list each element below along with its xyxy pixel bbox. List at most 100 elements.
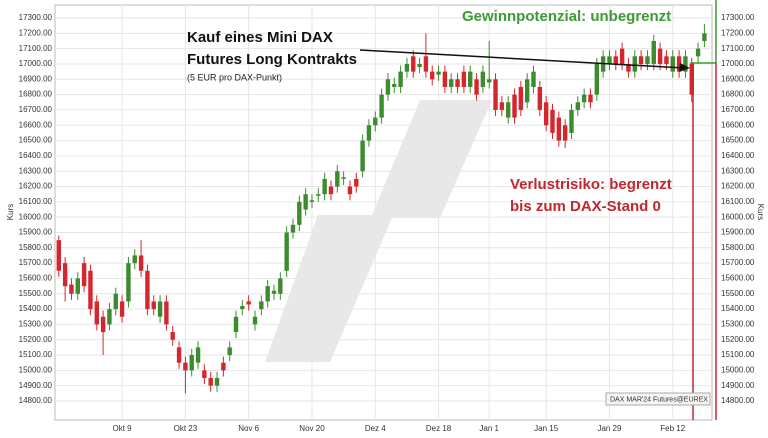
candle-body (240, 306, 245, 310)
candle-body (366, 125, 372, 141)
candle-body (328, 186, 334, 195)
candle-body (189, 355, 194, 371)
y-tick-label: 14800.00 (19, 396, 53, 405)
candle-body (170, 332, 175, 340)
candle-body (531, 71, 536, 87)
candle-body (221, 362, 226, 371)
candle-body (392, 83, 397, 87)
candle-body (626, 63, 631, 72)
candle-body (202, 370, 207, 379)
y-tick-label: 15000.00 (721, 365, 755, 374)
candle-body (588, 94, 593, 103)
candle-body (335, 171, 340, 187)
y-tick-label: 16000.00 (19, 212, 53, 221)
y-tick-label: 15400.00 (721, 304, 755, 313)
candle-body (556, 117, 562, 141)
candle-body (619, 48, 625, 64)
y-tick-label: 15200.00 (721, 335, 755, 344)
candle-body (638, 56, 644, 64)
y-tick-label: 15000.00 (19, 365, 53, 374)
candle-body (88, 270, 93, 310)
candle-body (474, 79, 479, 95)
candle-body (493, 79, 498, 110)
candle-body (354, 178, 359, 187)
candle-body (316, 194, 321, 196)
candle-body (360, 140, 365, 172)
candle-body (56, 240, 61, 271)
candle-body (689, 63, 694, 95)
candle-body (562, 125, 568, 141)
candle-body (695, 48, 701, 57)
y-tick-label: 16700.00 (721, 105, 755, 114)
y-tick-label: 15800.00 (19, 243, 53, 252)
y-tick-label: 15200.00 (19, 335, 53, 344)
candle-body (119, 301, 125, 317)
annotation: (5 EUR pro DAX-Punkt) (187, 72, 282, 82)
y-tick-label: 16200.00 (19, 182, 53, 191)
y-tick-label: 17100.00 (721, 44, 755, 53)
candle-body (461, 71, 467, 87)
y-tick-label: 17300.00 (721, 13, 755, 22)
candle-body (208, 378, 213, 386)
candle-body (670, 56, 675, 72)
candle-body (607, 56, 612, 64)
candle-body (233, 316, 239, 333)
y-tick-label: 15900.00 (721, 228, 755, 237)
candle-body (259, 301, 264, 310)
candle-body (404, 63, 410, 72)
x-tick-label: Okt 9 (113, 424, 133, 433)
candle-body (176, 347, 182, 363)
y-tick-label: 16400.00 (19, 151, 53, 160)
candle-body (385, 79, 391, 95)
y-tick-label: 16100.00 (19, 197, 53, 206)
y-tick-label: 16600.00 (721, 120, 755, 129)
y-tick-label: 16300.00 (19, 166, 53, 175)
y-tick-label: 16000.00 (721, 212, 755, 221)
x-tick-label: Jan 1 (479, 424, 499, 433)
source-box (605, 392, 711, 406)
y-tick-label: 16900.00 (19, 74, 53, 83)
x-tick-label: Dez 18 (426, 424, 452, 433)
candle-body (645, 56, 650, 64)
candle-body (594, 63, 600, 95)
buy-arrow (359, 49, 685, 69)
candle-body (398, 71, 403, 87)
candle-body (632, 56, 637, 72)
candle-body (423, 56, 429, 72)
y-tick-label: 15400.00 (19, 304, 53, 313)
candle-body (379, 94, 384, 118)
candle-body (297, 201, 302, 225)
candle-body (518, 86, 524, 110)
y-tick-label: 15500.00 (19, 289, 53, 298)
x-tick-label: Okt 23 (174, 424, 198, 433)
candle-body (322, 178, 327, 195)
y-tick-label: 16800.00 (721, 90, 755, 99)
y-tick-label: 14900.00 (19, 381, 53, 390)
candle-body (575, 102, 581, 110)
candle-body (138, 255, 144, 271)
candle-body (505, 102, 511, 118)
candle-body (411, 56, 416, 72)
candle-body (126, 263, 131, 302)
x-tick-label: Nov 20 (299, 424, 325, 433)
x-tick-label: Dez 4 (365, 424, 386, 433)
candle-body (683, 56, 688, 72)
candle-body (543, 102, 549, 126)
y-tick-label: 15600.00 (721, 274, 755, 283)
y-tick-label: 17300.00 (19, 13, 53, 22)
candle-body (373, 117, 378, 126)
y-axis-label: Kurs (6, 204, 15, 220)
y-tick-label: 14900.00 (721, 381, 755, 390)
y-tick-label: 16800.00 (19, 90, 53, 99)
candle-body (290, 224, 296, 233)
candle-body (449, 79, 454, 87)
candle-body (664, 56, 669, 64)
candle-body (537, 86, 543, 110)
candle-body (341, 177, 346, 179)
candle-body (417, 63, 422, 68)
candle-body (657, 48, 663, 64)
annotation: Futures Long Kontrakts (187, 51, 357, 68)
candle-body (278, 278, 283, 294)
y-tick-label: 15100.00 (721, 350, 755, 359)
y-tick-label: 17200.00 (19, 28, 53, 37)
